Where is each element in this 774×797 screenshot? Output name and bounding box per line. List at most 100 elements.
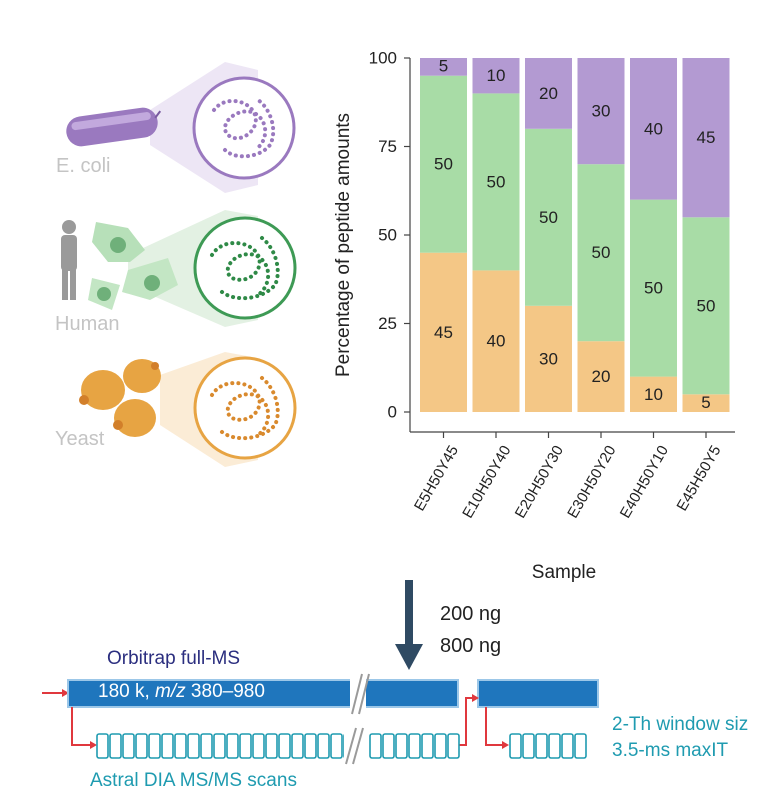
max-it-label: 3.5-ms maxIT [612, 740, 729, 761]
full-ms-resolution: 180 k, [98, 681, 156, 702]
bar-value-label-3-1: 50 [592, 243, 611, 262]
bar-value-label-1-1: 50 [487, 172, 506, 191]
bar-segment-4-2 [630, 58, 677, 200]
dia-scan-box-11 [239, 733, 252, 759]
organism-panel [61, 62, 297, 467]
x-tick-label-4: E40H50Y10 [617, 443, 672, 522]
x-tick-label-0: E5H50Y45 [411, 443, 462, 514]
bar-value-label-1-2: 10 [487, 66, 506, 85]
stacked-bar-chart: 45 50 5 40 50 10 30 50 20 20 50 30 10 50 40 5 50 45 0 25 50… [333, 49, 735, 583]
dia-scan-box-6 [174, 733, 187, 759]
ecoli-group [66, 62, 296, 193]
bar-segment-2-2 [525, 58, 572, 129]
bar-segment-5-1 [682, 217, 730, 395]
bar-label-layer: 45 50 5 40 50 10 30 50 20 20 50 30 10 50 40 5 50 45 [434, 57, 715, 412]
dia-scan-box-31 [561, 733, 574, 759]
bar-segment-4-1 [630, 199, 677, 377]
bar-value-label-0-0: 45 [434, 323, 453, 342]
dia-scan-box-5 [161, 733, 174, 759]
ms-acquisition-scheme [42, 673, 599, 765]
dia-scan-box-0 [96, 733, 109, 759]
bar-value-label-4-2: 40 [644, 119, 663, 138]
ecoli-cell-icon [66, 107, 162, 147]
y-tick-layer: 0 25 50 75 100 [369, 49, 410, 422]
x-tick-label-1: E10H50Y40 [459, 443, 514, 522]
dia-scan-box-32 [574, 733, 587, 759]
full-ms-settings: 180 k, m/z 380–980 [98, 681, 265, 703]
human-peptide-circle [193, 216, 297, 320]
human-group [61, 210, 297, 327]
x-axis-label: Sample [532, 562, 596, 583]
dia-scan-box-17 [317, 733, 330, 759]
dia-scan-box-9 [213, 733, 226, 759]
dia-scan-box-27 [509, 733, 522, 759]
dia-scan-box-30 [548, 733, 561, 759]
dia-scan-box-26 [447, 733, 460, 759]
bar-segment-2-0 [525, 305, 572, 412]
bar-layer [420, 58, 730, 412]
y-tick-label-4: 100 [369, 49, 397, 68]
bar-segment-3-2 [577, 58, 625, 165]
bar-segment-2-1 [525, 128, 572, 306]
ecoli-peptide-circle [192, 76, 296, 180]
dia-scan-box-4 [148, 733, 161, 759]
dia-scan-box-12 [252, 733, 265, 759]
bar-value-label-4-1: 50 [644, 279, 663, 298]
bar-value-label-0-2: 5 [439, 57, 448, 76]
human-cells-icon [88, 222, 178, 310]
yeast-peptide-icon [210, 376, 280, 441]
dia-scan-box-15 [291, 733, 304, 759]
dia-scan-box-10 [226, 733, 239, 759]
yeast-group [79, 352, 297, 467]
dia-scan-box-28 [522, 733, 535, 759]
ecoli-label: E. coli [56, 155, 111, 177]
yeast-label: Yeast [55, 428, 105, 450]
dia-scan-box-18 [330, 733, 343, 759]
bar-value-label-2-1: 50 [539, 208, 558, 227]
x-tick-label-5: E45H50Y5 [673, 443, 724, 514]
bar-value-label-1-0: 40 [487, 332, 506, 351]
y-axis-label: Percentage of peptide amounts [333, 113, 354, 377]
bar-value-label-0-1: 50 [434, 155, 453, 174]
amount-800ng: 800 ng [440, 635, 502, 657]
dia-scan-box-13 [265, 733, 278, 759]
bar-value-label-3-0: 20 [592, 367, 611, 386]
bar-value-label-5-0: 5 [701, 393, 710, 412]
bar-value-label-4-0: 10 [644, 385, 663, 404]
bar-value-label-5-1: 50 [697, 296, 716, 315]
amount-200ng: 200 ng [440, 603, 502, 625]
dia-scan-box-25 [434, 733, 447, 759]
bar-segment-5-2 [682, 58, 730, 218]
dia-scan-box-21 [382, 733, 395, 759]
bar-segment-0-1 [420, 75, 467, 253]
dia-scan-boxes [96, 733, 587, 759]
y-tick-label-2: 50 [378, 226, 397, 245]
dia-scan-box-23 [408, 733, 421, 759]
full-ms-bar [67, 679, 459, 708]
full-ms-mz: m/z [155, 681, 186, 702]
y-tick-label-3: 75 [378, 137, 397, 156]
bar-segment-1-2 [472, 58, 520, 94]
x-tick-layer: E5H50Y45E10H50Y40E20H50Y30E30H50Y20E40H5… [411, 432, 724, 522]
bar-segment-4-0 [630, 376, 677, 412]
dia-scan-box-22 [395, 733, 408, 759]
y-tick-label-0: 0 [388, 403, 397, 422]
full-ms-range: 380–980 [185, 681, 265, 702]
bar-value-label-5-2: 45 [697, 128, 716, 147]
yeast-cells-icon [79, 359, 161, 437]
dia-scan-box-3 [135, 733, 148, 759]
dia-scan-box-24 [421, 733, 434, 759]
full-ms-bar-next [477, 679, 599, 708]
dia-scan-box-14 [278, 733, 291, 759]
yeast-peptide-circle [193, 356, 297, 460]
bar-value-label-2-2: 20 [539, 84, 558, 103]
ecoli-peptide-icon [212, 98, 276, 159]
bar-segment-1-1 [472, 93, 520, 271]
window-size-label: 2-Th window siz [612, 714, 749, 735]
dia-scan-box-20 [369, 733, 382, 759]
human-silhouette-icon [61, 220, 77, 300]
dia-scan-box-8 [200, 733, 213, 759]
x-tick-label-2: E20H50Y30 [512, 443, 567, 522]
bar-value-label-3-2: 30 [592, 102, 611, 121]
bar-value-label-2-0: 30 [539, 349, 558, 368]
